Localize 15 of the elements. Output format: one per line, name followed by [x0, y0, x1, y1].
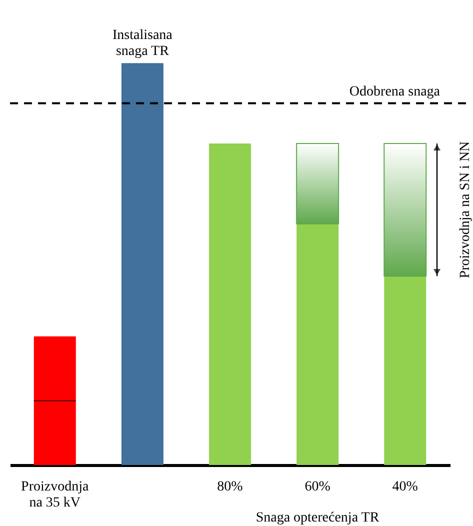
- bar: [296, 224, 339, 465]
- bar: [121, 63, 164, 465]
- bar: [384, 276, 426, 465]
- x-tick-label: 60%: [304, 480, 331, 494]
- bar: [296, 142, 340, 224]
- bar: [384, 142, 427, 277]
- text: Instalisana snaga TR: [112, 28, 174, 60]
- x-tick-label: 40%: [392, 480, 418, 494]
- x-tick-label: Proizvodnja na 35 kV: [21, 480, 90, 510]
- bar: [34, 336, 76, 465]
- ref-line-label: Odobrena snaga: [349, 84, 441, 100]
- annotation: Proizvodnja na SN i NN: [458, 141, 473, 278]
- x-axis-title: Snaga opterećenja TR: [256, 510, 380, 526]
- x-tick-label: 80%: [217, 480, 244, 494]
- bar: [209, 143, 251, 465]
